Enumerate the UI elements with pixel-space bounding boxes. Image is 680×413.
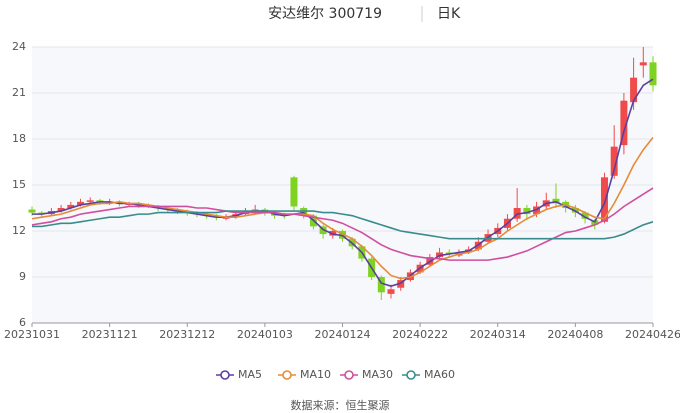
legend-label[interactable]: MA5 [238,368,262,381]
legend-marker[interactable] [282,370,292,380]
candle-body [387,289,395,294]
candle-body [86,200,94,202]
y-tick-label: 18 [12,132,26,145]
legend-label[interactable]: MA30 [362,368,393,381]
x-tick-label: 20240408 [547,328,603,341]
legend-marker[interactable] [406,370,416,380]
legend-marker[interactable] [344,370,354,380]
candle-body [600,177,608,222]
y-tick-label: 6 [19,316,26,329]
legend-label[interactable]: MA60 [424,368,455,381]
source-note: 数据来源：恒生聚源 [291,398,390,412]
chart-subtitle: 日K [437,6,461,22]
candle-body [581,212,589,219]
x-tick-label: 20240314 [470,328,526,341]
legend-label[interactable]: MA10 [300,368,331,381]
y-tick-label: 21 [12,86,26,99]
candle-body [610,146,618,176]
candle-body [290,177,298,207]
candle-body [77,201,85,205]
x-tick-label: 20240124 [315,328,371,341]
candle-body [649,62,657,86]
candle-body [620,100,628,146]
ma-line [32,210,654,240]
candle-body [639,62,647,66]
x-tick-label: 20240103 [237,328,293,341]
ma-line [31,187,654,261]
x-tick-label: 20231031 [4,328,60,341]
x-tick-label: 20240222 [392,328,448,341]
x-tick-label: 20240426 [625,328,680,341]
x-tick-label: 20231212 [159,328,215,341]
y-tick-label: 12 [12,224,26,237]
ma-line [31,136,654,280]
y-tick-label: 15 [12,178,26,191]
candle-body [630,77,638,103]
y-tick-label: 9 [19,270,26,283]
candle-body [377,277,385,293]
candle-body [523,208,531,215]
legend-marker[interactable] [220,370,230,380]
y-tick-label: 24 [12,40,26,53]
candle-body [67,204,75,208]
chart-title: 安达维尔 300719 [268,6,382,22]
candle-body [28,209,36,213]
x-tick-label: 20231121 [82,328,138,341]
candle-body [57,208,65,212]
ma-line [32,78,654,288]
